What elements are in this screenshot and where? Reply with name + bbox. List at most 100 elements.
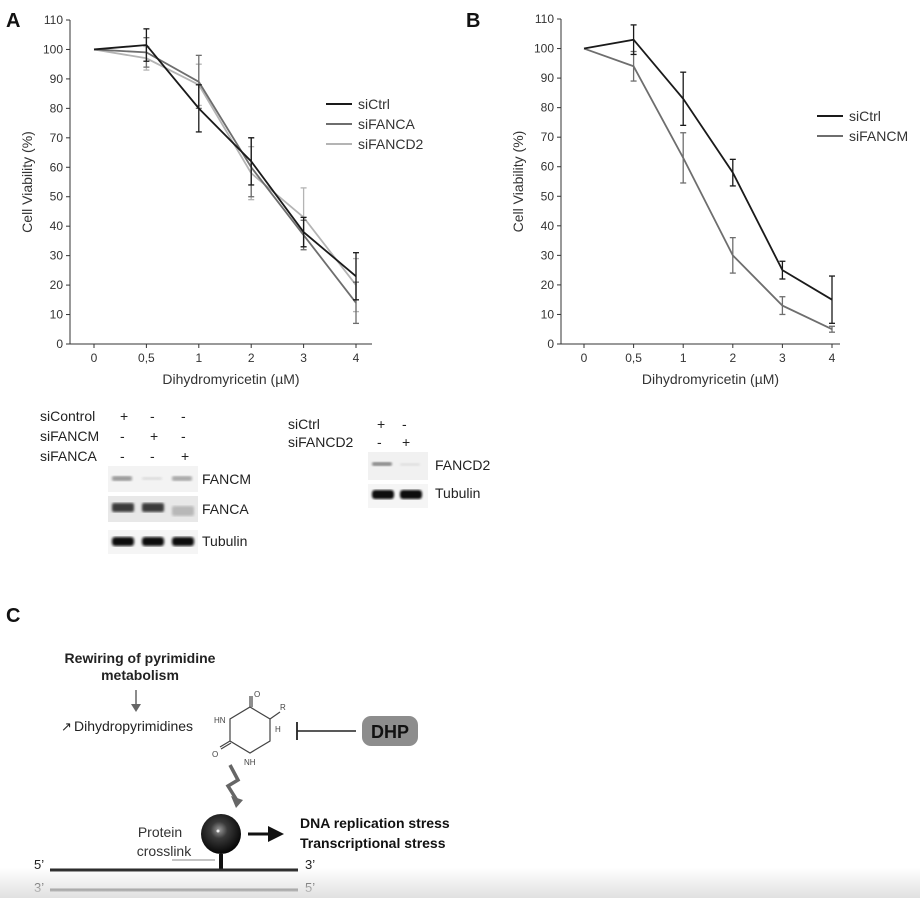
y-tick-label: 10 (50, 308, 64, 322)
y-tick-label: 50 (50, 190, 64, 204)
western-blot-left: siControl siFANCM siFANCA + - - - + - - … (0, 400, 300, 570)
protein-sphere-icon (201, 814, 241, 854)
panel-label-a: A (6, 10, 21, 32)
chart-b-viability: 0 10 20 30 40 50 60 70 80 90 100 110 0 0,5 1 2 3 4 Dihydro… (510, 12, 908, 387)
series-line (583, 38, 833, 301)
y-tick-label: 60 (50, 160, 64, 174)
y-tick-label: 50 (541, 189, 555, 203)
x-tick-label: 0,5 (138, 351, 155, 365)
x-tick-label: 0 (581, 351, 588, 365)
dihydropyrimidine-structure-icon (219, 696, 281, 754)
increase-arrow-icon: ↗ (61, 719, 72, 734)
y-tick-label: 80 (50, 101, 64, 115)
right-arrow-icon (248, 826, 284, 842)
diagram-title-line1: Rewiring of pyrimidine (65, 650, 216, 666)
blot-condition-label: siFANCA (40, 448, 97, 464)
blot-image-left (108, 466, 198, 554)
y-tick-label: 40 (50, 219, 64, 233)
dihydropyrimidines-label: Dihydropyrimidines (74, 718, 193, 734)
legend-label: siCtrl (358, 96, 390, 112)
chart-a-viability: 0 10 20 30 40 50 60 70 80 90 100 110 0 0,5 1 2 3 4 Dihydro… (19, 13, 424, 387)
x-axis-label: Dihydromyricetin (µM) (642, 371, 779, 387)
y-tick-label: 100 (534, 42, 554, 56)
ring-r-label: R (280, 703, 286, 712)
y-tick-label: 110 (44, 13, 63, 27)
y-tick-label: 20 (541, 278, 555, 292)
y-tick-label: 0 (56, 337, 63, 351)
x-tick-label: 0,5 (625, 351, 642, 365)
ring-oxygen-label: O (254, 690, 260, 699)
stress-label-transcriptional: Transcriptional stress (300, 835, 446, 851)
series-line (93, 44, 357, 277)
x-tick-label: 3 (300, 351, 307, 365)
legend-label: siCtrl (849, 108, 881, 124)
blot-mark: + (150, 428, 159, 444)
strand-end-label: 5’ (34, 857, 44, 872)
western-blot-right: siCtrl siFANCD2 + - - + FANCD2 Tubulin (280, 410, 520, 520)
y-tick-label: 30 (541, 248, 555, 262)
ring-oxygen-label: O (212, 750, 218, 759)
x-tick-label: 4 (829, 351, 836, 365)
series-line (93, 48, 357, 304)
inhibition-icon (296, 722, 356, 740)
legend-label: siFANCM (849, 128, 908, 144)
blot-mark: - (181, 408, 186, 424)
y-tick-label: 110 (535, 12, 554, 26)
blot-image-right (368, 452, 428, 508)
y-tick-label: 0 (547, 337, 554, 351)
crosslink-label: crosslink (137, 843, 192, 859)
y-tick-label: 90 (50, 72, 64, 86)
blot-mark: - (120, 448, 125, 464)
blot-mark: - (181, 428, 186, 444)
blot-mark: - (150, 408, 155, 424)
y-tick-label: 60 (541, 160, 555, 174)
y-tick-label: 100 (43, 42, 63, 56)
panel-label-b: B (466, 10, 481, 32)
x-tick-label: 1 (680, 351, 687, 365)
band-label: FANCA (202, 501, 249, 517)
blot-mark: - (377, 434, 382, 450)
blot-mark: - (402, 416, 407, 432)
bottom-shadow (0, 868, 920, 898)
y-tick-label: 40 (541, 219, 555, 233)
series-line (583, 47, 833, 331)
lightning-bolt-icon (225, 764, 241, 803)
panel-label-c: C (6, 605, 21, 627)
band-label: Tubulin (202, 533, 248, 549)
y-tick-label: 10 (541, 307, 555, 321)
band-label: Tubulin (435, 485, 481, 501)
ring-nh-label: NH (244, 758, 256, 767)
y-tick-label: 80 (541, 101, 555, 115)
x-tick-label: 4 (353, 351, 360, 365)
y-axis-label: Cell Viability (%) (510, 131, 526, 233)
blot-mark: - (150, 448, 155, 464)
x-tick-label: 2 (729, 351, 736, 365)
blot-mark: + (402, 434, 411, 450)
down-arrow-icon (131, 690, 141, 712)
protein-label: Protein (138, 824, 182, 840)
x-tick-label: 2 (248, 351, 255, 365)
blot-mark: + (181, 448, 190, 464)
diagram-title-line2: metabolism (101, 667, 179, 683)
x-tick-label: 3 (779, 351, 786, 365)
y-tick-label: 20 (50, 278, 64, 292)
series-line (93, 48, 357, 286)
blot-mark: + (377, 416, 386, 432)
strand-end-label: 3’ (305, 857, 315, 872)
y-axis-label: Cell Viability (%) (19, 131, 35, 233)
blot-condition-label: siFANCM (40, 428, 100, 444)
dhp-label: DHP (371, 722, 409, 742)
y-tick-label: 90 (541, 71, 555, 85)
blot-mark: + (120, 408, 129, 424)
blot-condition-label: siCtrl (288, 416, 320, 432)
x-tick-label: 0 (91, 351, 98, 365)
band-label: FANCM (202, 471, 251, 487)
y-tick-label: 30 (50, 249, 64, 263)
blot-condition-label: siFANCD2 (288, 434, 354, 450)
blot-condition-label: siControl (40, 408, 96, 424)
legend-label: siFANCD2 (358, 136, 424, 152)
y-tick-label: 70 (541, 130, 555, 144)
x-axis-label: Dihydromyricetin (µM) (162, 371, 299, 387)
band-label: FANCD2 (435, 457, 491, 473)
mechanism-diagram: Rewiring of pyrimidine metabolism ↗ Dihy… (34, 650, 450, 895)
